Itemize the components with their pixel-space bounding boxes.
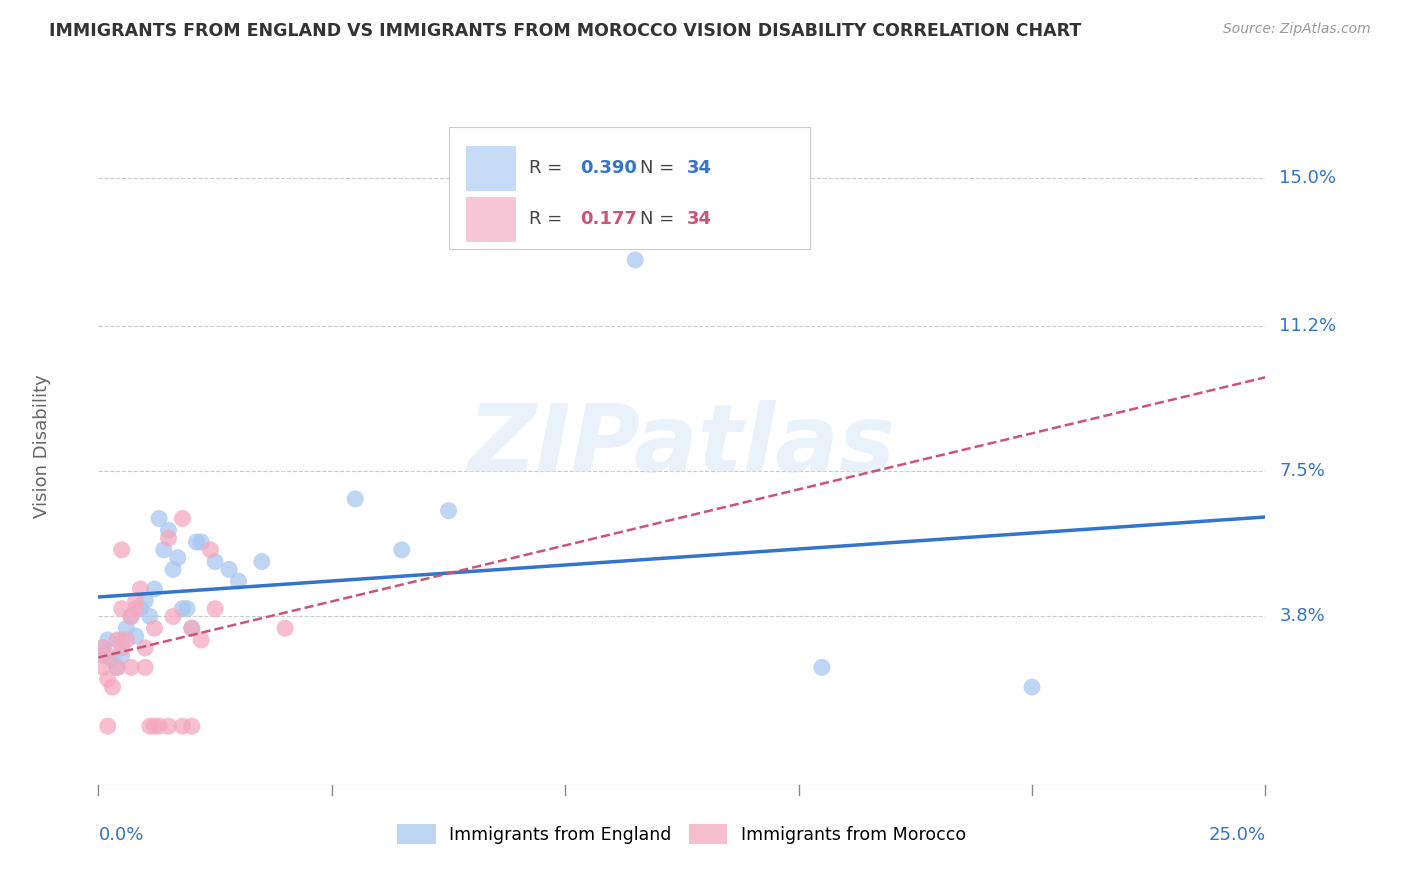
Point [624,252,647,267]
Point [125,601,148,615]
Point [143,582,166,596]
Point [111,542,134,557]
Point [91,648,114,663]
Point [105,660,128,674]
Point [125,629,148,643]
Point [134,660,156,674]
Point [91,640,114,655]
Point [105,660,128,674]
Text: 0.390: 0.390 [581,159,637,177]
Point [186,535,208,549]
Point [105,632,128,647]
Point [148,511,170,525]
Point [204,601,226,615]
FancyBboxPatch shape [449,128,810,250]
Point [1021,680,1043,694]
Text: N =: N = [640,159,681,177]
Text: 15.0%: 15.0% [1279,169,1337,186]
Point [811,660,834,674]
FancyBboxPatch shape [465,146,515,190]
FancyBboxPatch shape [465,197,515,241]
Point [157,719,180,733]
Point [111,648,134,663]
Text: 34: 34 [686,159,711,177]
Point [91,660,114,674]
Point [180,621,202,635]
Text: 0.177: 0.177 [581,210,637,227]
Point [274,621,297,635]
Point [190,632,212,647]
Point [157,531,180,545]
Point [134,594,156,608]
Text: ZIPatlas: ZIPatlas [468,400,896,492]
Point [180,621,202,635]
Point [120,609,142,624]
Point [129,582,152,596]
Point [101,652,124,666]
Point [97,632,120,647]
Point [162,609,184,624]
Point [250,555,273,569]
Text: IMMIGRANTS FROM ENGLAND VS IMMIGRANTS FROM MOROCCO VISION DISABILITY CORRELATION: IMMIGRANTS FROM ENGLAND VS IMMIGRANTS FR… [49,22,1081,40]
Point [152,542,174,557]
Text: 11.2%: 11.2% [1279,318,1337,335]
Point [143,719,166,733]
Point [437,503,460,517]
Point [101,680,124,694]
Point [115,621,138,635]
Point [172,511,194,525]
Point [125,594,148,608]
Point [115,632,138,647]
Text: 0.0%: 0.0% [98,826,143,844]
Point [172,719,194,733]
Text: Vision Disability: Vision Disability [34,374,52,518]
Text: R =: R = [529,210,568,227]
Point [97,672,120,686]
Point [143,621,166,635]
Point [166,550,188,565]
Text: N =: N = [640,210,681,227]
Point [97,648,120,663]
Text: 3.8%: 3.8% [1279,607,1324,625]
Point [204,555,226,569]
Text: Source: ZipAtlas.com: Source: ZipAtlas.com [1223,22,1371,37]
Point [228,574,250,589]
Point [190,535,212,549]
Text: R =: R = [529,159,568,177]
Point [91,640,114,655]
Point [200,542,222,557]
Point [111,601,134,615]
Point [129,601,152,615]
Point [134,640,156,655]
Text: 7.5%: 7.5% [1279,462,1326,481]
Legend: Immigrants from England, Immigrants from Morocco: Immigrants from England, Immigrants from… [391,817,973,851]
Point [120,660,142,674]
Text: 25.0%: 25.0% [1208,826,1265,844]
Point [344,491,367,506]
Point [120,609,142,624]
Point [139,609,162,624]
Point [148,719,170,733]
Point [391,542,413,557]
Point [97,719,120,733]
Point [162,562,184,576]
Point [172,601,194,615]
Point [111,632,134,647]
Point [176,601,198,615]
Point [111,640,134,655]
Text: 34: 34 [686,210,711,227]
Point [218,562,240,576]
Point [180,719,202,733]
Point [157,523,180,537]
Point [139,719,162,733]
